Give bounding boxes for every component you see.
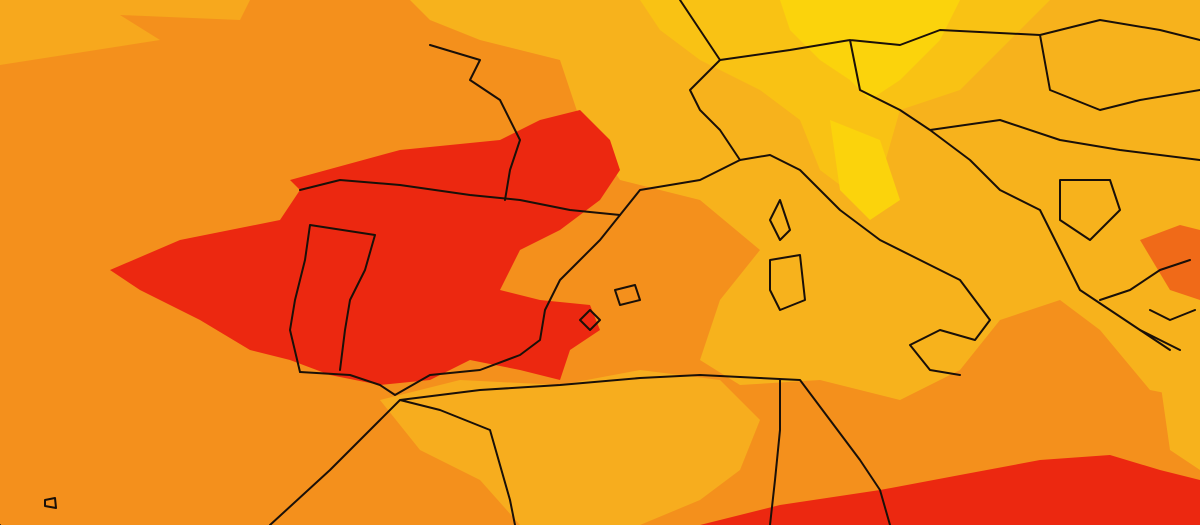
warm-zone <box>1160 360 1200 470</box>
extreme-heat-zone <box>700 455 1200 525</box>
warm-zone <box>0 0 250 65</box>
extreme-heat-zone <box>110 110 620 385</box>
border-line <box>429 0 741 216</box>
hot-zone <box>640 0 1050 200</box>
coastline <box>1099 259 1196 351</box>
border-line <box>289 224 376 373</box>
hottest-yellow-zone <box>830 120 900 220</box>
coastline <box>299 179 621 396</box>
island-outline <box>44 284 641 509</box>
border-line <box>719 19 1200 351</box>
heat-zone <box>1140 225 1200 300</box>
warm-zone <box>380 370 760 525</box>
hottest-yellow-zone <box>780 0 960 100</box>
warm-zone <box>410 0 1200 400</box>
coastline <box>739 154 991 376</box>
coastline <box>0 374 891 525</box>
